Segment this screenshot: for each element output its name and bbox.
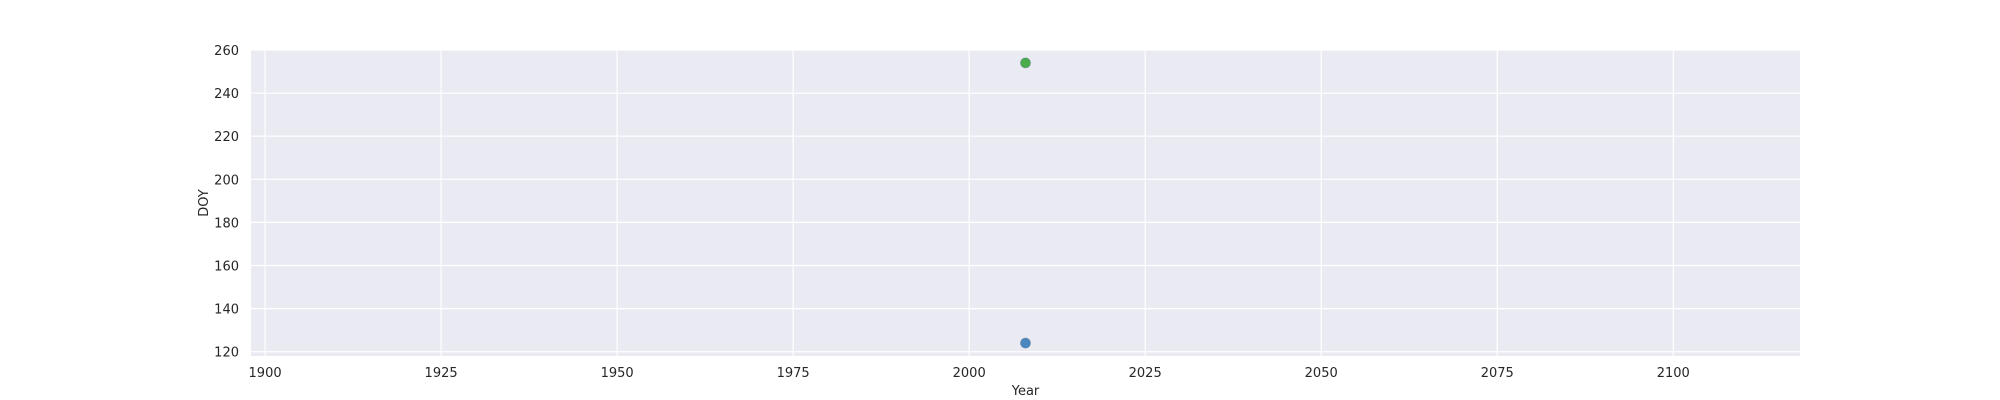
y-tick-label: 240 bbox=[214, 87, 239, 102]
tick-labels: 1900 1925 1950 1975 2000 2025 2050 2075 2100 120 1… bbox=[214, 44, 1690, 381]
x-tick-label: 1975 bbox=[777, 366, 810, 381]
x-tick-label: 2000 bbox=[953, 366, 986, 381]
x-tick-label: 2025 bbox=[1129, 366, 1162, 381]
plot-area bbox=[251, 50, 1800, 356]
y-tick-label: 120 bbox=[214, 346, 239, 361]
x-tick-label: 1900 bbox=[249, 366, 282, 381]
data-point bbox=[1020, 57, 1031, 69]
y-tick-label: 160 bbox=[214, 259, 239, 274]
x-tick-label: 2050 bbox=[1305, 366, 1338, 381]
y-tick-label: 180 bbox=[214, 216, 239, 231]
x-tick-label: 2100 bbox=[1657, 366, 1690, 381]
grid-lines bbox=[251, 49, 1800, 356]
y-tick-label: 140 bbox=[214, 303, 239, 318]
y-tick-label: 260 bbox=[214, 44, 239, 59]
y-axis-label: DOY bbox=[197, 189, 212, 217]
y-tick-label: 200 bbox=[214, 173, 239, 188]
data-points bbox=[1020, 57, 1031, 349]
x-tick-label: 2075 bbox=[1481, 366, 1514, 381]
data-point bbox=[1020, 337, 1031, 349]
x-tick-label: 1950 bbox=[601, 366, 634, 381]
x-tick-label: 1925 bbox=[425, 366, 458, 381]
x-axis-label: Year bbox=[1011, 384, 1040, 399]
y-tick-label: 220 bbox=[214, 130, 239, 145]
